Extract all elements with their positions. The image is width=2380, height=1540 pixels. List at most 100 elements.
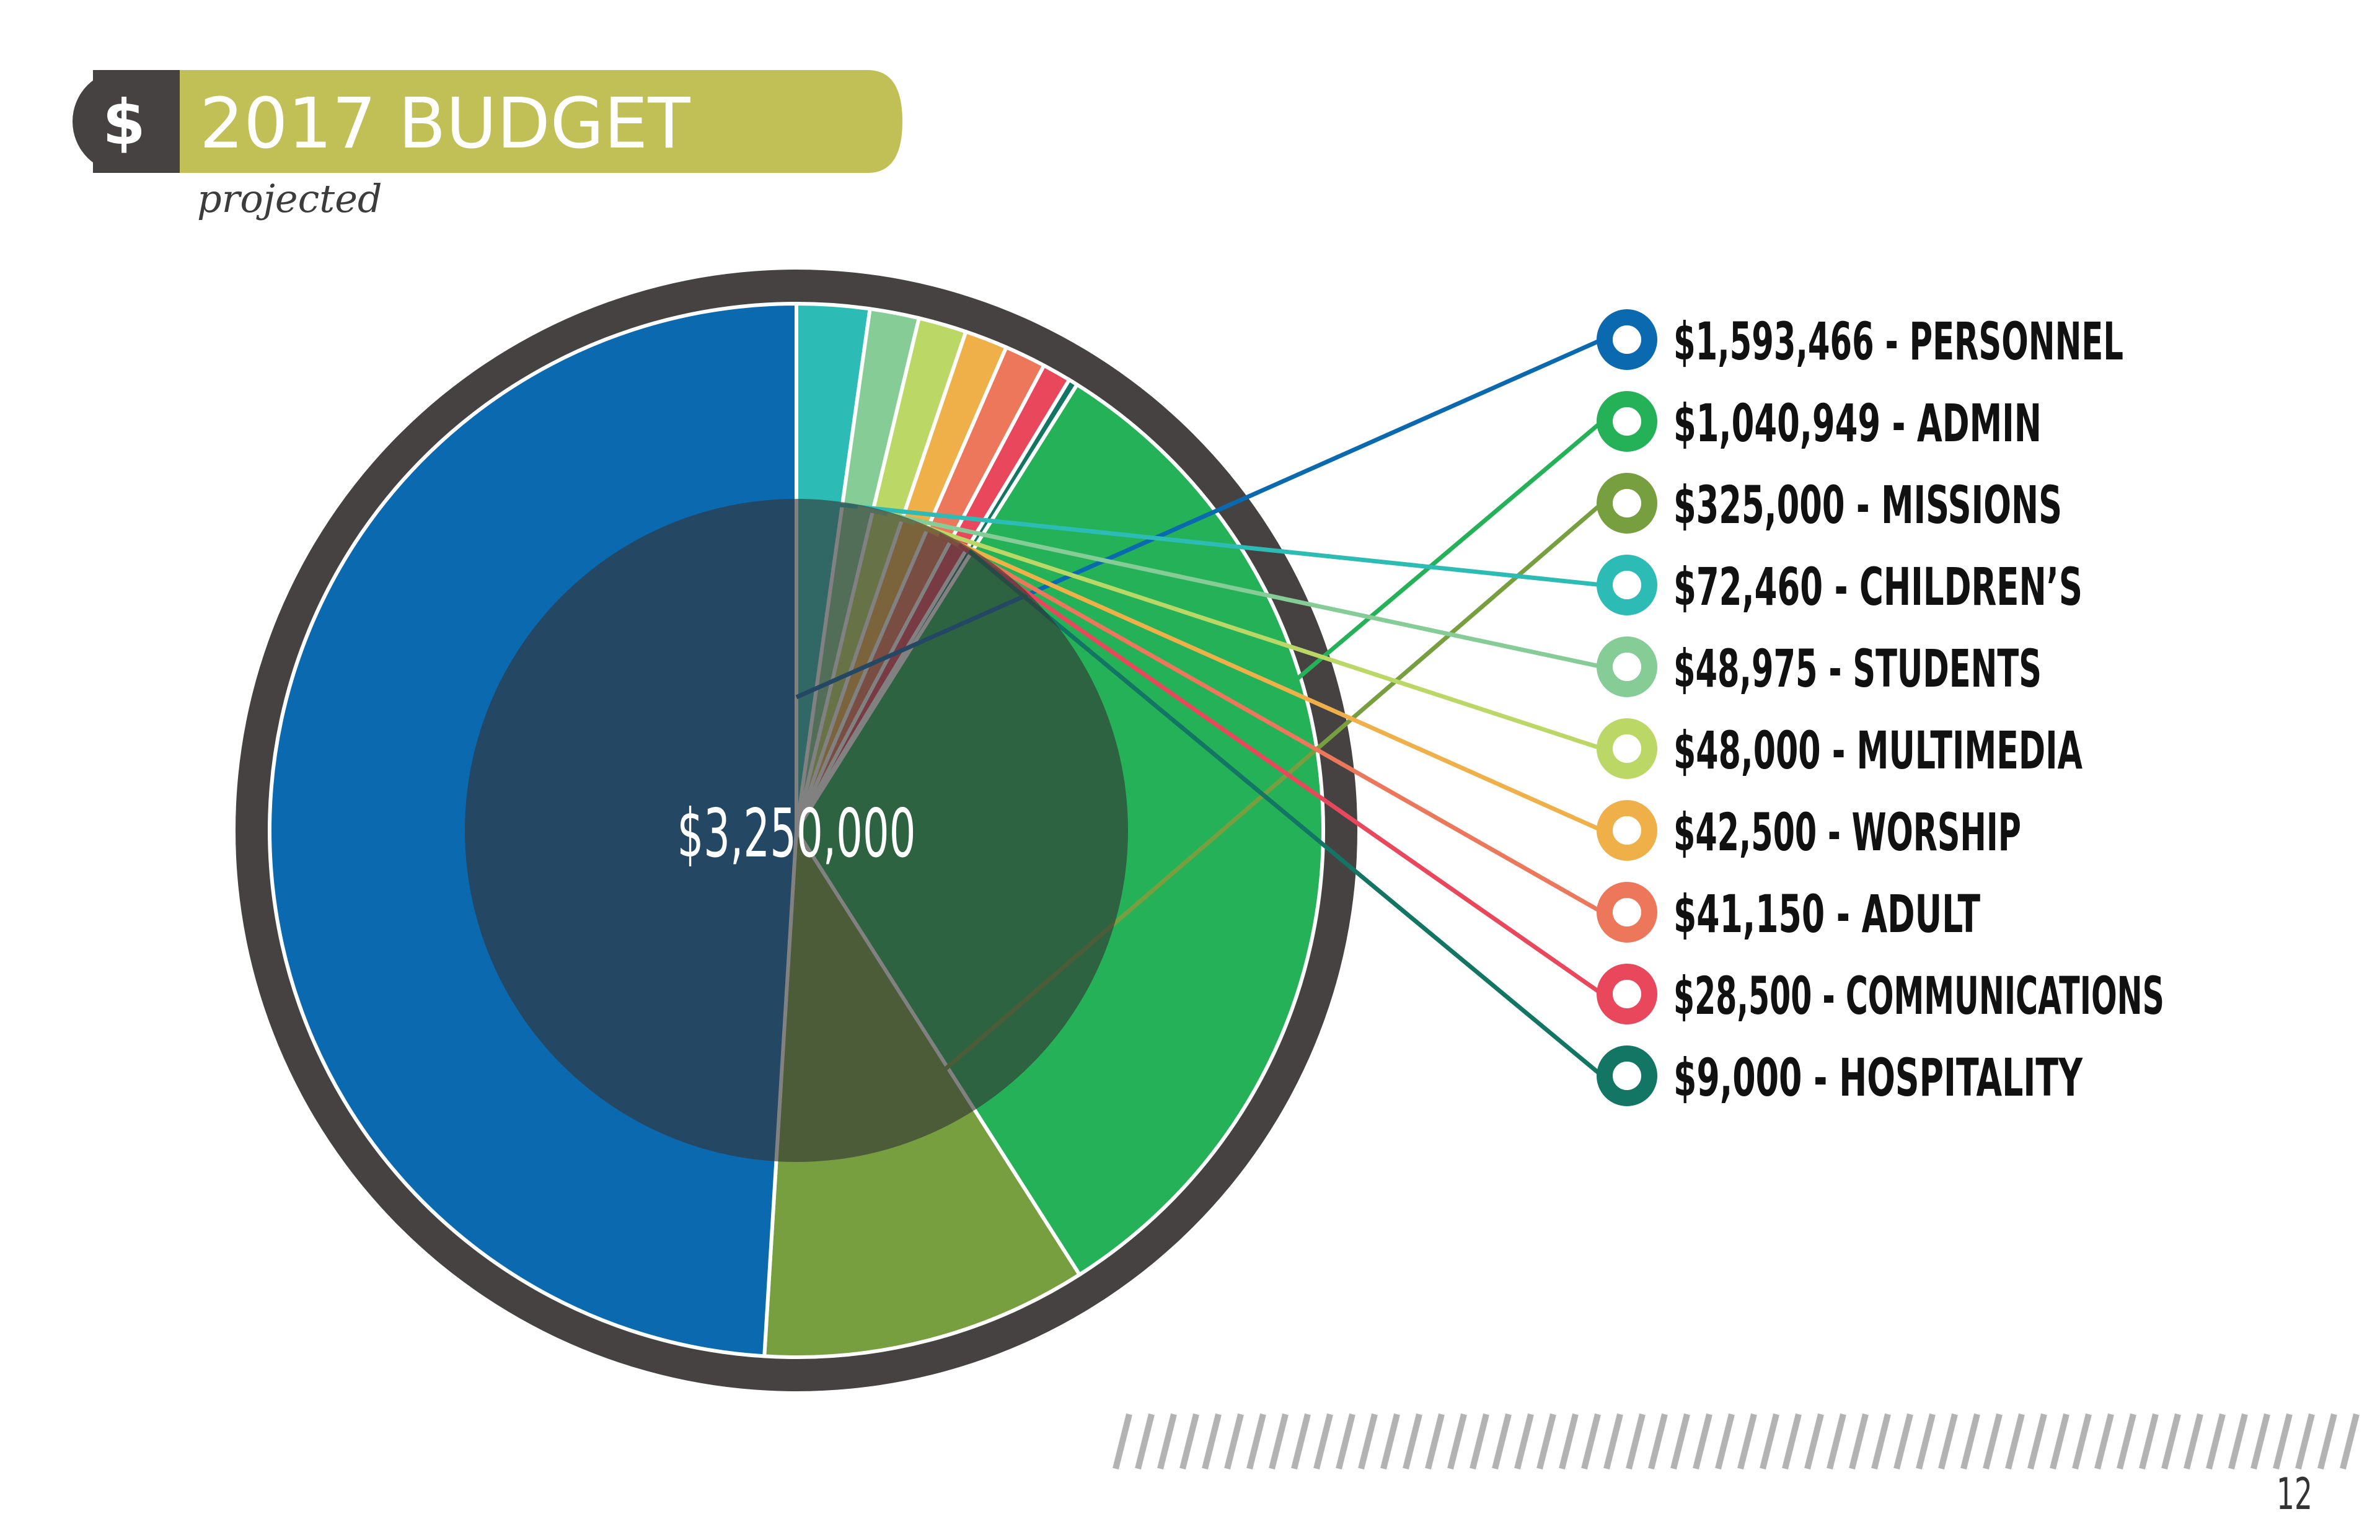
hatch-stroke	[1202, 1413, 1222, 1470]
legend-label-adult: $41,150 - ADULT	[1673, 884, 1980, 944]
leader-line-hospitality	[967, 549, 1604, 1078]
hatch-stroke	[1291, 1413, 1311, 1470]
leader-line-students	[857, 505, 1603, 669]
legend-marker-children-s	[1597, 555, 1657, 615]
legend-item-communications: $28,500 - COMMUNICATIONS	[1597, 964, 2164, 1026]
hatch-stroke	[1849, 1413, 1869, 1470]
legend-marker-adult	[1597, 882, 1657, 943]
legend-label-missions: $325,000 - MISSIONS	[1673, 475, 2062, 535]
legend-label-students: $48,975 - STUDENTS	[1673, 638, 2042, 699]
legend-marker-communications	[1597, 964, 1657, 1024]
hatch-stroke	[1804, 1413, 1824, 1470]
hatch-stroke	[2139, 1413, 2159, 1470]
hatch-stroke	[1648, 1413, 1668, 1470]
hatch-stroke	[2228, 1413, 2248, 1470]
leader-line-admin	[1117, 420, 1604, 832]
hatch-stroke	[1715, 1413, 1735, 1470]
page-number: 12	[2276, 1469, 2312, 1520]
hatch-stroke	[1626, 1413, 1646, 1470]
hatch-stroke	[1536, 1413, 1556, 1470]
header-band	[155, 70, 902, 173]
hatch-stroke	[1358, 1413, 1378, 1470]
legend-marker-students	[1597, 636, 1657, 697]
leader-line-children-s	[819, 500, 1603, 587]
hatch-stroke	[2206, 1413, 2226, 1470]
hatch-stroke	[1313, 1413, 1333, 1470]
legend-item-admin: $1,040,949 - ADMIN	[1597, 391, 2042, 454]
hatch-stroke	[1179, 1413, 1199, 1470]
legend-label-worship: $42,500 - WORSHIP	[1673, 802, 2021, 863]
leader-line-worship	[914, 522, 1603, 833]
hatch-stroke	[1403, 1413, 1422, 1470]
page-subtitle: projected	[197, 176, 382, 221]
hatch-stroke	[1336, 1413, 1355, 1470]
hatch-stroke	[2295, 1413, 2315, 1470]
legend-item-missions: $325,000 - MISSIONS	[1597, 473, 2062, 535]
hatch-stroke	[1224, 1413, 1244, 1470]
hatch-stroke	[1135, 1413, 1155, 1470]
legend-label-hospitality: $9,000 - HOSPITALITY	[1673, 1047, 2083, 1108]
hatch-stroke	[2027, 1413, 2047, 1470]
hatch-stroke	[1470, 1413, 1489, 1470]
hatch-stroke	[2340, 1413, 2360, 1470]
hatch-stroke	[1670, 1413, 1690, 1470]
hatch-stroke	[2094, 1413, 2114, 1470]
hatch-stroke	[2161, 1413, 2181, 1470]
hatch-stroke	[1760, 1413, 1779, 1470]
legend-label-communications: $28,500 - COMMUNICATIONS	[1673, 966, 2164, 1026]
header: $ 2017 BUDGET projected	[73, 70, 902, 221]
hatch-stroke	[1960, 1413, 1980, 1470]
legend-marker-admin	[1597, 391, 1657, 452]
hatch-stroke	[1603, 1413, 1623, 1470]
leader-line-communications	[957, 543, 1604, 996]
legend-label-admin: $1,040,949 - ADMIN	[1673, 393, 2042, 454]
legend-item-children-s: $72,460 - CHILDREN’S	[1597, 555, 2082, 617]
hatch-stroke	[1157, 1413, 1177, 1470]
pie-chart: $3,250,000	[236, 270, 1604, 1391]
legend: $1,593,466 - PERSONNEL $1,040,949 - ADMIN…	[1597, 309, 2164, 1108]
hatch-stroke	[1492, 1413, 1512, 1470]
total-label: $3,250,000	[677, 795, 916, 873]
hatch-stroke	[1425, 1413, 1445, 1470]
hatch-stroke	[1113, 1413, 1132, 1470]
legend-marker-missions	[1597, 473, 1657, 534]
leader-line-multimedia	[886, 513, 1603, 751]
legend-item-worship: $42,500 - WORSHIP	[1597, 800, 2021, 863]
legend-label-multimedia: $48,000 - MULTIMEDIA	[1673, 720, 2082, 781]
hatch-stroke	[2184, 1413, 2203, 1470]
pie-center-overlay	[465, 499, 1128, 1162]
dollar-icon: $	[102, 86, 146, 159]
legend-marker-hospitality	[1597, 1045, 1657, 1106]
hatch-stroke	[2317, 1413, 2337, 1470]
legend-item-personnel: $1,593,466 - PERSONNEL	[1597, 309, 2123, 372]
legend-item-adult: $41,150 - ADULT	[1597, 882, 1980, 944]
hatch-stroke	[1893, 1413, 1913, 1470]
legend-item-hospitality: $9,000 - HOSPITALITY	[1597, 1045, 2083, 1108]
hatch-stroke	[2005, 1413, 2025, 1470]
legend-marker-personnel	[1597, 309, 1657, 370]
hatch-stroke	[1447, 1413, 1467, 1470]
leader-line-adult	[938, 532, 1603, 915]
hatch-stroke	[2117, 1413, 2136, 1470]
hatch-stroke	[1871, 1413, 1891, 1470]
legend-marker-worship	[1597, 800, 1657, 861]
hatch-stroke	[2072, 1413, 2092, 1470]
hatch-stroke	[1827, 1413, 1846, 1470]
hatch-stroke	[2273, 1413, 2293, 1470]
page-title: 2017 BUDGET	[200, 84, 690, 164]
legend-label-personnel: $1,593,466 - PERSONNEL	[1673, 311, 2123, 372]
hatch-stroke	[1514, 1413, 1534, 1470]
legend-marker-multimedia	[1597, 718, 1657, 779]
hatch-decoration	[1113, 1413, 2360, 1470]
legend-item-students: $48,975 - STUDENTS	[1597, 636, 2042, 699]
hatch-stroke	[2250, 1413, 2270, 1470]
hatch-stroke	[1380, 1413, 1400, 1470]
hatch-stroke	[1737, 1413, 1757, 1470]
legend-item-multimedia: $48,000 - MULTIMEDIA	[1597, 718, 2082, 781]
hatch-stroke	[1782, 1413, 1802, 1470]
legend-label-children-s: $72,460 - CHILDREN’S	[1673, 557, 2082, 617]
hatch-stroke	[1916, 1413, 1936, 1470]
hatch-stroke	[1269, 1413, 1289, 1470]
hatch-stroke	[1581, 1413, 1601, 1470]
